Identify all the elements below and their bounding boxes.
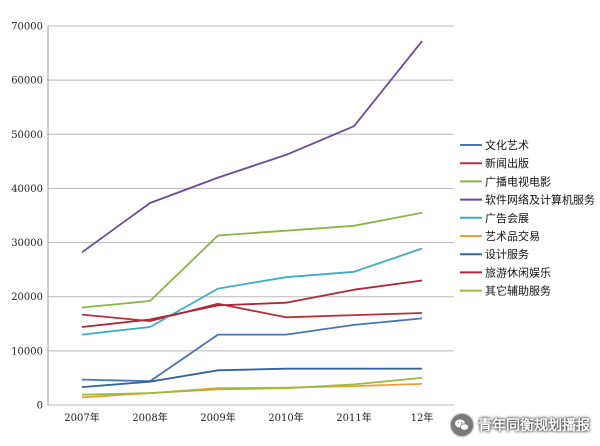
legend-item: 旅游休闲娱乐	[460, 265, 551, 279]
y-tick-label: 10000	[11, 346, 43, 357]
series-line-7	[81, 367, 422, 388]
legend-label: 广播电视电影	[485, 174, 551, 188]
x-tick-label: 2007年	[64, 411, 99, 424]
legend-item: 艺术品交易	[460, 229, 540, 243]
series-line-8	[81, 279, 423, 328]
legend: 文化艺术新闻出版广播电视电影软件网络及计算机服务广告会展艺术品交易设计服务旅游休…	[460, 138, 595, 298]
series-line-3	[81, 211, 423, 309]
x-axis-ticks: 2007年 2008年 2009年 2010年 2011年 12年	[64, 411, 433, 424]
x-tick-label: 12年	[411, 411, 434, 424]
legend-label: 艺术品交易	[485, 229, 540, 243]
series-line-4	[81, 40, 423, 254]
legend-item: 广播电视电影	[460, 174, 551, 188]
grid	[48, 25, 454, 406]
legend-label: 新闻出版	[485, 156, 529, 170]
y-tick-label: 50000	[11, 130, 43, 141]
legend-item: 文化艺术	[460, 138, 529, 152]
legend-label: 其它辅助服务	[485, 284, 551, 298]
series-line-6	[81, 383, 423, 399]
x-tick-label: 2010年	[268, 411, 303, 424]
series-line-5	[81, 247, 423, 336]
legend-item: 新闻出版	[460, 156, 529, 170]
series-line-2	[81, 302, 423, 323]
x-tick-label: 2011年	[336, 411, 371, 424]
legend-label: 软件网络及计算机服务	[485, 193, 595, 207]
x-tick-label: 2008年	[132, 411, 167, 424]
y-tick-label: 40000	[11, 184, 43, 195]
y-tick-label: 20000	[11, 292, 43, 303]
y-tick-label: 60000	[11, 76, 43, 87]
y-axis-ticks: 0 10000 20000 30000 40000 50000 60000 70000	[11, 22, 43, 412]
y-tick-label: 30000	[11, 238, 43, 249]
legend-item: 其它辅助服务	[460, 284, 551, 298]
series-lines	[81, 40, 423, 399]
y-tick-label: 0	[37, 401, 43, 412]
legend-label: 设计服务	[485, 248, 529, 261]
legend-item: 软件网络及计算机服务	[460, 193, 595, 207]
legend-label: 旅游休闲娱乐	[485, 265, 551, 279]
legend-label: 文化艺术	[485, 138, 529, 152]
y-tick-label: 70000	[11, 22, 43, 33]
series-line-9	[81, 377, 423, 396]
legend-item: 广告会展	[460, 212, 529, 225]
legend-label: 广告会展	[485, 212, 529, 225]
series-line-1	[81, 317, 423, 383]
x-tick-label: 2009年	[200, 411, 235, 424]
legend-item: 设计服务	[460, 248, 529, 261]
